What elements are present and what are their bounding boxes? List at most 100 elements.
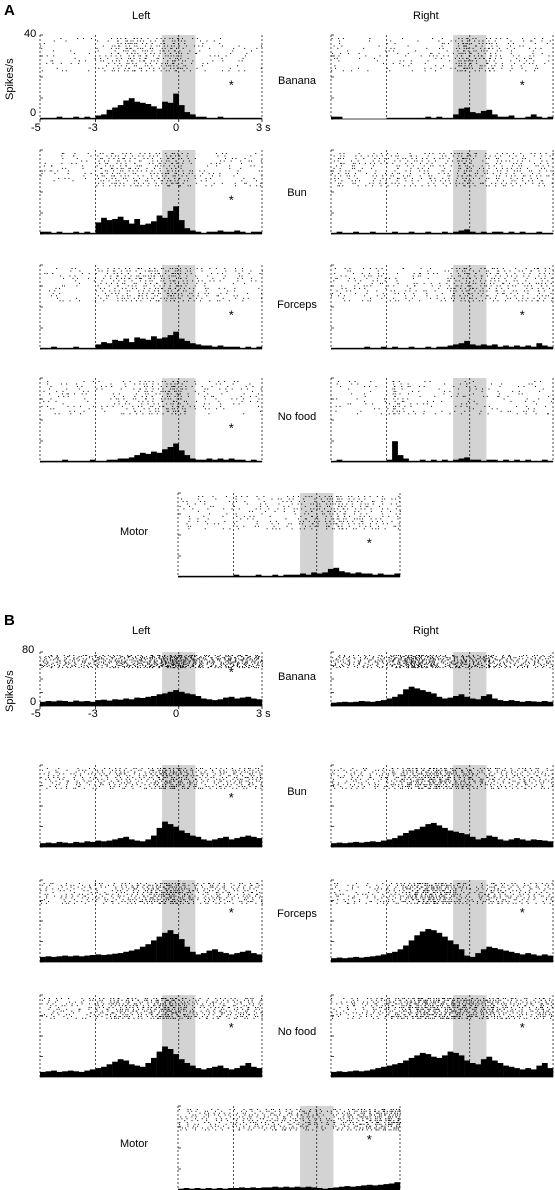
hist-bar (56, 347, 63, 349)
raster-dot (353, 523, 355, 525)
hist-bar (40, 117, 46, 119)
raster-dot (463, 50, 464, 52)
raster-dot (164, 655, 165, 656)
raster-dot (118, 67, 120, 69)
raster-dot (258, 498, 260, 500)
raster-dot (478, 43, 480, 44)
raster-dot (471, 43, 472, 44)
raster-dot (174, 50, 176, 52)
raster-dot (522, 175, 524, 177)
raster-dot (70, 50, 72, 52)
hist-bar (480, 110, 487, 119)
raster-dot (335, 277, 337, 279)
raster-dot (208, 656, 209, 658)
raster-dot (194, 381, 196, 382)
raster-dot (321, 501, 323, 502)
raster-dot (352, 162, 354, 164)
raster-dot (237, 172, 238, 174)
raster-dot (460, 285, 462, 287)
raster-dot (129, 158, 131, 159)
raster-dot (407, 398, 409, 400)
raster-dot (153, 70, 155, 72)
raster-dot (347, 50, 349, 52)
raster-dot (460, 287, 462, 289)
raster-dot (257, 393, 259, 395)
raster-dot (127, 70, 129, 72)
raster-dot (61, 155, 63, 157)
raster-dot (62, 667, 64, 669)
raster-dot (462, 655, 463, 656)
raster-dot (180, 67, 182, 69)
raster-dot (71, 664, 73, 666)
raster-dot (152, 388, 154, 390)
raster-dot (447, 55, 449, 57)
raster-dot (142, 155, 144, 157)
raster-dot (341, 663, 343, 665)
raster-dot (81, 273, 83, 274)
raster-dot (66, 666, 68, 667)
raster-dot (419, 655, 420, 656)
raster-dot (257, 663, 259, 665)
raster-dot (245, 661, 247, 663)
hist-bar (206, 458, 213, 462)
raster-dot (115, 155, 116, 157)
raster-dot (122, 661, 124, 663)
raster-dot (69, 275, 71, 277)
raster-dot (136, 43, 138, 44)
raster-dot (314, 520, 315, 522)
raster-dot (208, 655, 210, 656)
raster-dot (220, 405, 222, 407)
raster-dot (436, 297, 438, 299)
raster-dot (82, 655, 84, 656)
raster-dot (194, 656, 196, 658)
raster-dot (468, 282, 470, 284)
raster-dot (387, 285, 389, 287)
raster-dot (463, 172, 465, 174)
raster-dot (83, 38, 84, 39)
raster-dot (485, 663, 487, 665)
raster-dot (180, 664, 182, 666)
raster-dot (428, 153, 430, 154)
raster-dot (424, 658, 426, 660)
raster-dot (116, 60, 118, 62)
raster-dot (417, 659, 418, 661)
raster-dot (162, 40, 164, 42)
subplot-3 (330, 149, 554, 235)
raster-dot (257, 658, 259, 660)
raster-dot (483, 57, 485, 59)
raster-dot (417, 661, 419, 663)
hist-bar (195, 459, 202, 462)
raster-dot (187, 525, 189, 527)
raster-dot (182, 388, 183, 390)
raster-dot (474, 290, 476, 292)
raster-dot (469, 52, 471, 54)
raster-dot (490, 273, 492, 274)
raster-dot (550, 655, 552, 656)
raster-dot (406, 662, 408, 664)
raster-dot (471, 658, 473, 660)
raster-dot (505, 160, 507, 162)
raster-dot (469, 388, 471, 390)
raster-dot (434, 659, 436, 661)
hist-bar (536, 460, 543, 462)
raster-dot (124, 280, 126, 282)
hist-bar (250, 347, 257, 349)
raster-dot (225, 656, 227, 658)
raster-dot (478, 663, 480, 665)
raster-dot (193, 45, 195, 47)
hist-bar (173, 331, 179, 349)
raster-dot (472, 393, 474, 395)
raster-dot (299, 528, 301, 530)
raster-dot (202, 43, 204, 44)
hist-bar (123, 458, 130, 462)
raster-dot (144, 381, 146, 382)
raster-dot (548, 395, 550, 397)
raster-dot (466, 280, 467, 282)
raster-dot (399, 403, 400, 405)
raster-dot (231, 661, 233, 663)
raster-dot (342, 528, 344, 530)
raster-dot (231, 508, 233, 510)
raster-dot (413, 273, 415, 274)
hist-bar (106, 459, 113, 462)
raster-dot (159, 655, 161, 656)
